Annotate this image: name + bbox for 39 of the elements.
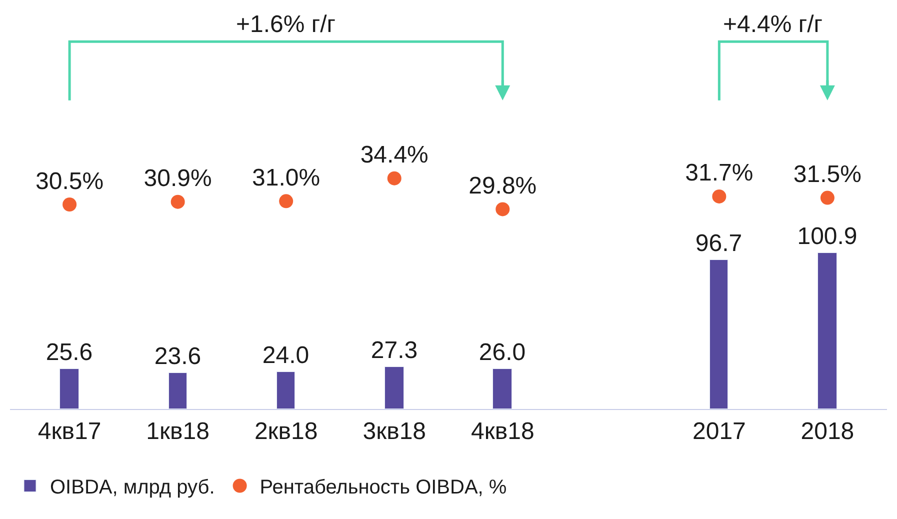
annotation: +4.4% г/г [723, 11, 823, 38]
x-tick-label: 4кв17 [38, 418, 102, 445]
data-label: 31.7% [685, 160, 754, 187]
x-tick-label: 2017 [692, 418, 746, 445]
bar [276, 372, 295, 409]
x-tick-label: 1кв18 [146, 418, 210, 445]
data-label: 27.3 [370, 336, 418, 364]
data-label: 30.5% [36, 168, 104, 195]
point [170, 194, 185, 209]
bar [818, 252, 837, 409]
legend-label: Рентабельность OIBDA, % [260, 476, 507, 499]
x-tick-label: 4кв18 [470, 418, 534, 445]
point [712, 189, 726, 204]
data-label: 29.8% [468, 172, 537, 200]
point [387, 171, 402, 186]
annotation: +1.6% г/г [236, 11, 336, 38]
data-label: 34.4% [360, 142, 428, 169]
data-label: 25.6 [46, 338, 93, 366]
point [496, 202, 510, 216]
data-label: 100.9 [797, 222, 858, 250]
bar [384, 366, 404, 409]
point [62, 198, 77, 212]
data-label: 24.0 [262, 342, 310, 369]
x-tick-label: 2кв18 [254, 418, 318, 445]
data-label: 96.7 [695, 230, 742, 257]
data-label: 23.6 [154, 342, 202, 370]
data-label: 30.9% [144, 165, 212, 192]
bar [60, 368, 79, 409]
data-label: 26.0 [478, 338, 526, 366]
x-tick-label: 3кв18 [362, 418, 426, 445]
data-label: 31.0% [252, 164, 320, 192]
x-tick-label: 2018 [800, 418, 854, 445]
point [820, 190, 834, 205]
data-label: 31.5% [793, 161, 862, 188]
point [279, 194, 294, 208]
bar [492, 368, 512, 409]
bar [168, 372, 187, 409]
legend-label: OIBDA, млрд руб. [50, 476, 215, 499]
bar [710, 260, 728, 409]
